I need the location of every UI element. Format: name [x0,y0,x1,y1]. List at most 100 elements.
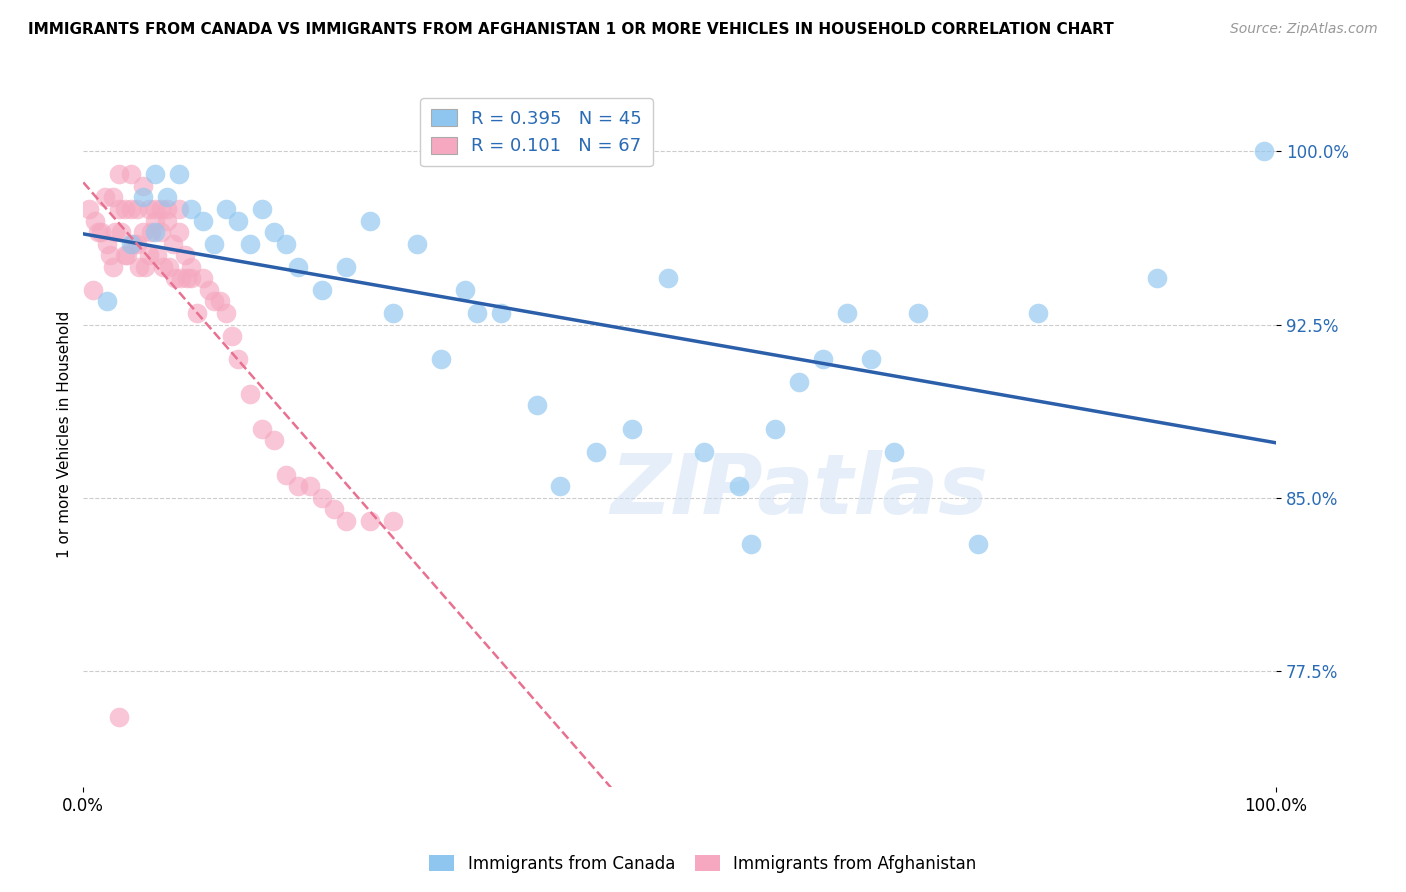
Point [298,479,321,493]
Point [114,202,136,216]
Point [1253,145,1275,159]
Point [96,294,118,309]
Point [138,202,160,216]
Point [101,190,124,204]
Point [787,376,810,390]
Point [859,352,882,367]
Point [740,537,762,551]
Point [120,167,142,181]
Point [239,236,262,251]
Point [883,444,905,458]
Text: Source: ZipAtlas.com: Source: ZipAtlas.com [1230,22,1378,37]
Point [186,306,208,320]
Point [156,202,179,216]
Point [152,260,174,274]
Y-axis label: 1 or more Vehicles in Household: 1 or more Vehicles in Household [58,310,72,558]
Point [141,225,163,239]
Point [143,225,166,239]
Point [239,387,262,401]
Point [101,260,124,274]
Point [90,225,112,239]
Point [180,202,202,216]
Legend: R = 0.395   N = 45, R = 0.101   N = 67: R = 0.395 N = 45, R = 0.101 N = 67 [420,98,652,166]
Point [835,306,858,320]
Point [620,421,643,435]
Point [86,225,108,239]
Point [191,271,214,285]
Point [967,537,990,551]
Point [382,306,405,320]
Point [311,283,333,297]
Point [763,421,786,435]
Point [128,260,150,274]
Point [197,283,219,297]
Point [287,479,309,493]
Point [585,444,607,458]
Text: ZIPatlas: ZIPatlas [610,450,988,532]
Point [215,306,238,320]
Point [406,236,429,251]
Point [359,213,381,227]
Point [84,213,107,227]
Point [221,329,243,343]
Point [430,352,453,367]
Point [162,236,184,251]
Point [143,167,166,181]
Point [108,167,131,181]
Point [228,352,250,367]
Point [228,213,250,227]
Point [263,225,285,239]
Point [811,352,834,367]
Point [110,225,132,239]
Point [274,467,297,482]
Point [132,190,155,204]
Point [173,248,195,262]
Point [274,236,297,251]
Point [125,202,148,216]
Point [167,202,190,216]
Point [263,433,285,447]
Point [120,202,142,216]
Point [204,236,226,251]
Point [692,444,714,458]
Point [335,514,357,528]
Point [1146,271,1168,285]
Point [143,213,166,227]
Point [204,294,226,309]
Point [117,248,139,262]
Point [170,271,193,285]
Point [311,491,333,505]
Point [728,479,751,493]
Point [94,190,117,204]
Point [454,283,477,297]
Point [1026,306,1049,320]
Point [104,225,127,239]
Point [209,294,232,309]
Point [157,260,180,274]
Point [657,271,679,285]
Point [98,248,121,262]
Point [176,271,198,285]
Point [335,260,357,274]
Point [359,514,381,528]
Point [165,271,187,285]
Point [167,225,190,239]
Point [156,190,179,204]
Point [114,248,136,262]
Point [149,225,172,239]
Point [77,202,100,216]
Point [108,202,131,216]
Point [132,178,155,193]
Point [96,236,118,251]
Point [132,225,155,239]
Point [138,248,160,262]
Point [250,202,273,216]
Text: IMMIGRANTS FROM CANADA VS IMMIGRANTS FROM AFGHANISTAN 1 OR MORE VEHICLES IN HOUS: IMMIGRANTS FROM CANADA VS IMMIGRANTS FRO… [28,22,1114,37]
Point [550,479,572,493]
Point [149,202,172,216]
Point [382,514,405,528]
Point [143,202,166,216]
Point [287,260,309,274]
Point [146,248,169,262]
Point [526,399,548,413]
